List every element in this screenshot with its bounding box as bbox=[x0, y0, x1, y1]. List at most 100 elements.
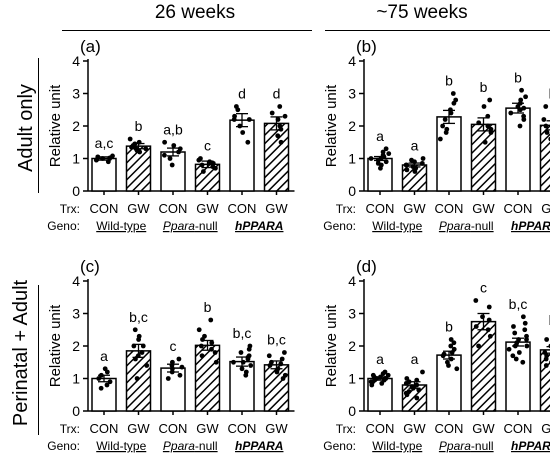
data-point bbox=[244, 370, 249, 375]
data-point bbox=[518, 98, 523, 103]
significance-label: a bbox=[411, 351, 419, 367]
data-point bbox=[196, 158, 201, 163]
treatment-row-label: Trx: bbox=[60, 202, 80, 216]
data-point bbox=[282, 350, 287, 355]
data-point bbox=[523, 94, 528, 99]
panel-label: (b) bbox=[356, 37, 377, 56]
data-point bbox=[180, 365, 185, 370]
x-tick-label: GW bbox=[127, 421, 150, 436]
data-point bbox=[544, 337, 549, 342]
data-point bbox=[199, 344, 204, 349]
data-point bbox=[162, 140, 167, 145]
data-point bbox=[136, 337, 141, 342]
panel-label: (c) bbox=[80, 257, 100, 276]
x-tick-label: CON bbox=[435, 421, 464, 436]
data-point bbox=[544, 363, 549, 368]
data-point bbox=[409, 158, 414, 163]
data-point bbox=[488, 334, 493, 339]
genotype-label: hPPARA bbox=[511, 439, 550, 453]
data-point bbox=[234, 104, 239, 109]
data-point bbox=[283, 373, 288, 378]
data-point bbox=[240, 130, 245, 135]
data-point bbox=[240, 366, 245, 371]
treatment-row-label: Trx: bbox=[336, 422, 356, 436]
data-point bbox=[487, 98, 492, 103]
data-point bbox=[162, 153, 167, 158]
y-tick-label: 0 bbox=[72, 403, 80, 419]
data-point bbox=[519, 88, 524, 93]
genotype-label: hPPARA bbox=[511, 219, 550, 233]
data-point bbox=[208, 318, 213, 323]
x-tick-label: CON bbox=[504, 421, 533, 436]
y-tick-label: 0 bbox=[348, 183, 356, 199]
genotype-label: Ppara-null bbox=[439, 219, 494, 233]
chart-panel-d: (d)Relative unit01234aCONaGWbCONcGWb,cCO… bbox=[323, 257, 550, 453]
data-point bbox=[521, 117, 526, 122]
bar bbox=[265, 123, 289, 191]
x-tick-label: GW bbox=[541, 421, 550, 436]
significance-label: a bbox=[100, 348, 108, 364]
data-point bbox=[214, 360, 219, 365]
y-axis-label: Relative unit bbox=[47, 84, 64, 167]
bar bbox=[541, 125, 550, 191]
y-axis-label: Relative unit bbox=[323, 84, 340, 167]
bar bbox=[437, 117, 461, 191]
data-point bbox=[171, 143, 176, 148]
y-tick-label: 3 bbox=[348, 306, 356, 322]
x-tick-label: CON bbox=[504, 201, 533, 216]
x-tick-label: GW bbox=[127, 201, 150, 216]
data-point bbox=[232, 117, 237, 122]
data-point bbox=[444, 130, 449, 135]
significance-label: c bbox=[170, 338, 177, 354]
genotype-label: Ppara-null bbox=[439, 439, 494, 453]
y-tick-label: 4 bbox=[72, 53, 80, 69]
bar bbox=[506, 108, 530, 191]
data-point bbox=[518, 124, 523, 129]
bar bbox=[127, 351, 151, 411]
significance-label: a bbox=[376, 128, 384, 144]
data-point bbox=[517, 350, 522, 355]
data-point bbox=[369, 379, 374, 384]
data-point bbox=[245, 140, 250, 145]
panel-label: (d) bbox=[356, 257, 377, 276]
data-point bbox=[178, 373, 183, 378]
x-tick-label: CON bbox=[366, 201, 395, 216]
x-tick-label: CON bbox=[366, 421, 395, 436]
y-tick-label: 4 bbox=[72, 273, 80, 289]
significance-label: a,b bbox=[163, 121, 183, 137]
data-point bbox=[404, 391, 409, 396]
data-point bbox=[110, 154, 115, 159]
data-point bbox=[247, 117, 252, 122]
data-point bbox=[511, 324, 516, 329]
significance-label: b bbox=[204, 299, 212, 315]
data-point bbox=[200, 337, 205, 342]
x-tick-label: CON bbox=[159, 421, 188, 436]
data-point bbox=[177, 357, 182, 362]
data-point bbox=[404, 163, 409, 168]
data-point bbox=[473, 298, 478, 303]
data-point bbox=[283, 114, 288, 119]
data-point bbox=[449, 337, 454, 342]
data-point bbox=[133, 327, 138, 332]
data-point bbox=[521, 314, 526, 319]
data-point bbox=[440, 124, 445, 129]
data-point bbox=[420, 161, 425, 166]
x-tick-label: GW bbox=[403, 201, 426, 216]
x-tick-label: GW bbox=[265, 201, 288, 216]
data-point bbox=[512, 331, 517, 336]
treatment-row-label: Trx: bbox=[336, 202, 356, 216]
y-axis-label: Relative unit bbox=[47, 304, 64, 387]
significance-label: b bbox=[514, 69, 522, 85]
data-point bbox=[267, 353, 272, 358]
data-point bbox=[451, 91, 456, 96]
data-point bbox=[209, 347, 214, 352]
data-point bbox=[514, 357, 519, 362]
y-tick-label: 2 bbox=[348, 338, 356, 354]
data-point bbox=[544, 353, 549, 358]
data-point bbox=[487, 318, 492, 323]
data-point bbox=[170, 163, 175, 168]
x-tick-label: CON bbox=[228, 201, 257, 216]
data-point bbox=[520, 360, 525, 365]
data-point bbox=[545, 130, 550, 135]
